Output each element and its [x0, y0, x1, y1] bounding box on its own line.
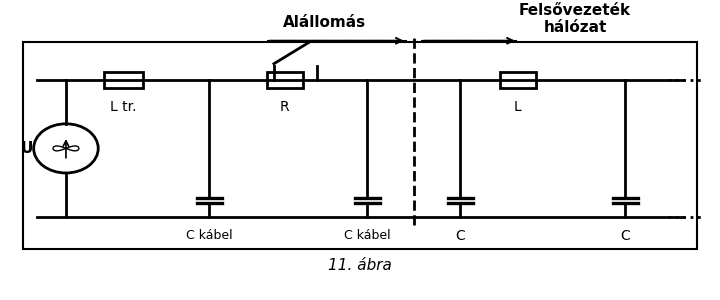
Text: C kábel: C kábel: [344, 229, 390, 242]
Bar: [104, 73, 143, 88]
Bar: [267, 73, 302, 88]
Text: C: C: [621, 229, 630, 243]
Text: C kábel: C kábel: [186, 229, 233, 242]
Bar: [23, 42, 697, 249]
Text: Alállomás: Alállomás: [282, 15, 366, 30]
Text: R: R: [280, 100, 289, 114]
Text: 11. ábra: 11. ábra: [328, 258, 392, 273]
Bar: [500, 73, 536, 88]
Text: C: C: [456, 229, 465, 243]
Text: Felsővezeték
hálózat: Felsővezeték hálózat: [519, 3, 631, 35]
Text: L: L: [514, 100, 522, 114]
Text: U: U: [20, 141, 32, 156]
Text: L tr.: L tr.: [110, 100, 137, 114]
